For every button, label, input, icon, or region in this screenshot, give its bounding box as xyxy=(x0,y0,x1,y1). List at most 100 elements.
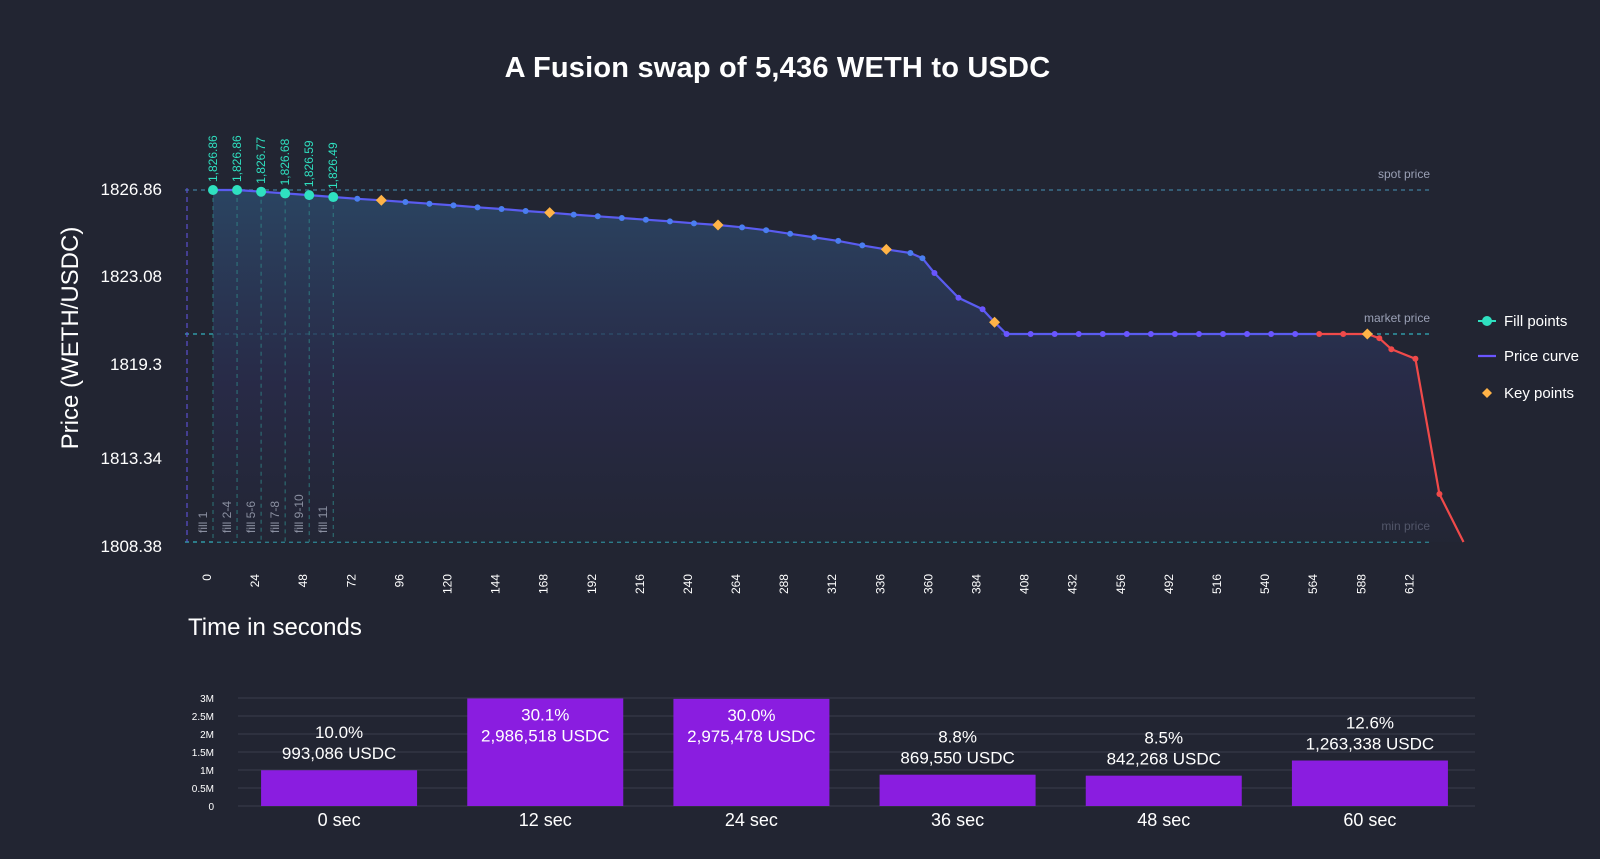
price-curve-point xyxy=(787,230,794,237)
price-curve-point xyxy=(354,195,361,202)
bar-y-tick-label: 3M xyxy=(200,694,214,705)
fill-point xyxy=(208,185,218,195)
price-curve-point xyxy=(1051,331,1058,337)
volume-bar xyxy=(467,698,624,806)
x-tick-label: 96 xyxy=(392,574,406,588)
fill-point xyxy=(256,186,267,197)
reference-line-label: spot price xyxy=(1378,167,1430,181)
fill-point-price-label: 1,826.86 xyxy=(230,135,244,182)
price-curve-point xyxy=(1244,331,1251,337)
price-curve-point xyxy=(1099,331,1106,337)
legend-key-points-marker xyxy=(1482,388,1492,398)
price-curve-point xyxy=(919,255,926,262)
bar-y-tick-label: 0 xyxy=(208,802,214,813)
price-curve-point xyxy=(642,216,649,223)
key-point xyxy=(1361,328,1373,340)
price-curve-point xyxy=(811,234,818,241)
price-curve-point xyxy=(570,211,577,218)
x-tick-label: 408 xyxy=(1018,574,1032,594)
x-tick-label: 120 xyxy=(440,574,454,594)
x-tick-label: 564 xyxy=(1306,574,1320,594)
price-curve-point xyxy=(618,215,625,221)
x-tick-label: 360 xyxy=(921,574,935,594)
volume-bar-chart: 0 0.5M 1M 1.5M 2M 2.5M 3M 10.0% 993,086 USDC 0 se… xyxy=(192,694,1475,830)
fill-point-price-label: 1,826.59 xyxy=(302,140,316,187)
bar-y-tick-label: 2M xyxy=(200,730,214,741)
reference-line-label: market price xyxy=(1364,311,1430,325)
x-tick-label: 516 xyxy=(1210,574,1224,594)
bar-percent-label: 8.5% xyxy=(1144,729,1183,748)
price-curve-point xyxy=(522,207,529,214)
volume-bar xyxy=(1291,760,1448,806)
volume-bar xyxy=(1085,775,1242,806)
x-tick-label: 216 xyxy=(633,574,647,594)
fill-point xyxy=(280,188,291,199)
fill-label: fill 9-10 xyxy=(292,494,306,533)
price-curve-line-red xyxy=(1319,332,1465,543)
bar-value-label: 1,263,338 USDC xyxy=(1306,735,1435,754)
bar-percent-label: 12.6% xyxy=(1346,714,1394,733)
price-curve-point xyxy=(1171,331,1178,337)
fill-label: fill 2-4 xyxy=(220,501,234,533)
price-curve-point xyxy=(979,306,986,313)
bar-value-label: 869,550 USDC xyxy=(900,749,1014,768)
price-curve-point xyxy=(1388,346,1395,353)
fill-label: fill 11 xyxy=(316,506,330,533)
bar-percent-label: 10.0% xyxy=(315,723,363,742)
legend-label: Price curve xyxy=(1504,348,1579,365)
x-tick-label: 264 xyxy=(729,574,743,594)
price-curve-point xyxy=(907,250,914,257)
chart-title: A Fusion swap of 5,436 WETH to USDC xyxy=(504,52,1051,84)
key-point xyxy=(880,243,892,255)
price-curve-point xyxy=(402,199,409,205)
bar-percent-label: 30.0% xyxy=(727,706,775,725)
price-curve-point xyxy=(859,242,866,249)
x-tick-label: 72 xyxy=(344,574,358,588)
price-chart: Price (WETH/USDC) 1826.86 1823.08 1819.3 181… xyxy=(57,135,1465,641)
bar-percent-label: 30.1% xyxy=(521,705,569,724)
bar-y-tick-label: 1.5M xyxy=(192,748,214,759)
y-tick-label: 1819.3 xyxy=(110,355,162,374)
x-tick-label: 240 xyxy=(681,574,695,594)
x-axis-title: Time in seconds xyxy=(188,614,362,641)
x-tick-label: 612 xyxy=(1402,574,1416,594)
price-curve-point xyxy=(1220,331,1227,337)
price-curve-point xyxy=(1316,331,1323,337)
y-tick-label: 1808.38 xyxy=(101,537,162,556)
fill-point-price-label: 1,826.86 xyxy=(206,135,220,182)
bar-y-tick-label: 2.5M xyxy=(192,712,214,723)
price-curve-point xyxy=(1376,335,1383,342)
price-curve-point xyxy=(1027,331,1034,337)
price-curve-point xyxy=(426,200,433,207)
y-tick-label: 1823.08 xyxy=(101,267,162,286)
price-curve-point xyxy=(955,294,962,301)
volume-bar xyxy=(673,698,830,806)
bar-y-tick-label: 0.5M xyxy=(192,784,214,795)
price-curve-point xyxy=(1292,331,1299,337)
key-point xyxy=(544,207,556,219)
y-tick-label: 1826.86 xyxy=(101,180,162,199)
y-axis-title: Price (WETH/USDC) xyxy=(57,227,84,450)
x-tick-label: 540 xyxy=(1258,574,1272,594)
bar-value-label: 842,268 USDC xyxy=(1107,750,1221,769)
key-point xyxy=(989,316,1001,328)
price-area xyxy=(213,190,1464,542)
x-tick-label: 384 xyxy=(970,574,984,594)
bar-category-label: 12 sec xyxy=(519,810,572,830)
price-curve-point xyxy=(835,237,842,244)
legend-label: Fill points xyxy=(1504,313,1567,330)
x-tick-label: 0 xyxy=(200,574,214,581)
bar-value-label: 2,986,518 USDC xyxy=(481,726,610,745)
fill-label: fill 5-6 xyxy=(244,501,258,533)
price-curve-point xyxy=(474,204,481,211)
price-curve-point xyxy=(1075,331,1082,337)
price-curve-point xyxy=(1436,491,1443,497)
bar-value-label: 993,086 USDC xyxy=(282,744,396,763)
legend: Fill points Price curve Key points xyxy=(1478,313,1579,402)
x-tick-label: 48 xyxy=(296,574,310,588)
x-tick-label: 168 xyxy=(537,574,551,594)
bar-category-label: 24 sec xyxy=(725,810,778,830)
price-curve-point xyxy=(1268,331,1275,337)
fill-point-price-label: 1,826.49 xyxy=(326,142,340,189)
x-tick-label: 192 xyxy=(585,574,599,594)
